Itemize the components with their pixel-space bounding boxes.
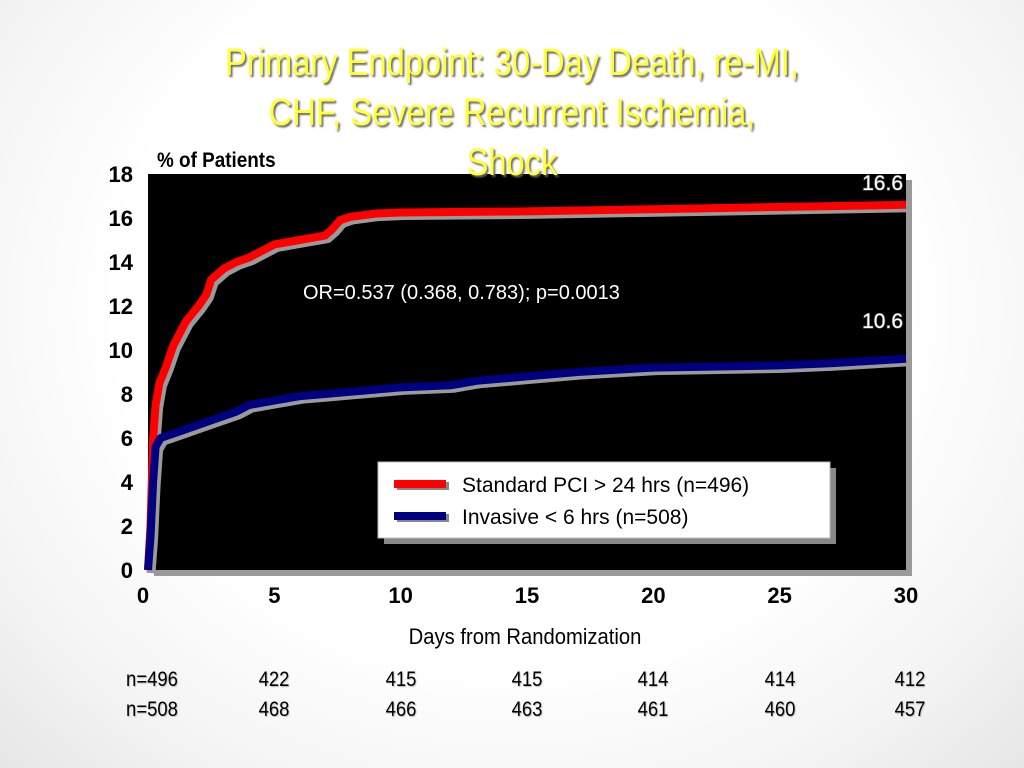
y-tick-label: 16 — [109, 206, 133, 231]
end-label-standard-pci: 16.6 — [862, 172, 903, 195]
title-line-3: Shock — [466, 142, 558, 184]
y-tick-label: 14 — [109, 250, 134, 275]
y-axis-label: % of Patients — [157, 149, 276, 172]
legend-label: Standard PCI > 24 hrs (n=496) — [462, 474, 749, 497]
x-tick-label: 10 — [388, 583, 412, 608]
odds-ratio-annotation: OR=0.537 (0.368, 0.783); p=0.0013 — [303, 282, 620, 304]
x-tick-label: 25 — [767, 583, 791, 608]
x-tick-label: 20 — [641, 583, 665, 608]
y-tick-label: 6 — [121, 426, 133, 451]
legend-box — [377, 461, 831, 539]
y-tick-label: 10 — [109, 338, 133, 363]
y-tick-label: 4 — [121, 470, 134, 495]
x-tick-label: 30 — [894, 583, 918, 608]
x-tick-label: 5 — [268, 583, 280, 608]
title-line-1: Primary Endpoint: 30-Day Death, re-MI, — [225, 42, 799, 84]
title-line-2: CHF, Severe Recurrent Ischemia, — [268, 92, 756, 134]
end-label-invasive: 10.6 — [862, 310, 903, 333]
y-tick-label: 18 — [109, 162, 133, 187]
y-tick-label: 8 — [121, 382, 133, 407]
x-tick-label: 15 — [515, 583, 539, 608]
chart-title: Primary Endpoint: 30-Day Death, re-MI, C… — [72, 38, 953, 188]
y-tick-label: 12 — [109, 294, 133, 319]
y-tick-label: 0 — [121, 558, 133, 583]
legend-label: Invasive < 6 hrs (n=508) — [462, 506, 688, 529]
y-tick-label: 2 — [121, 514, 133, 539]
series-line-standard-pci — [144, 200, 907, 571]
series-line-invasive — [144, 354, 907, 571]
x-axis-label: Days from Randomization — [409, 625, 642, 649]
x-tick-label: 0 — [137, 583, 149, 608]
